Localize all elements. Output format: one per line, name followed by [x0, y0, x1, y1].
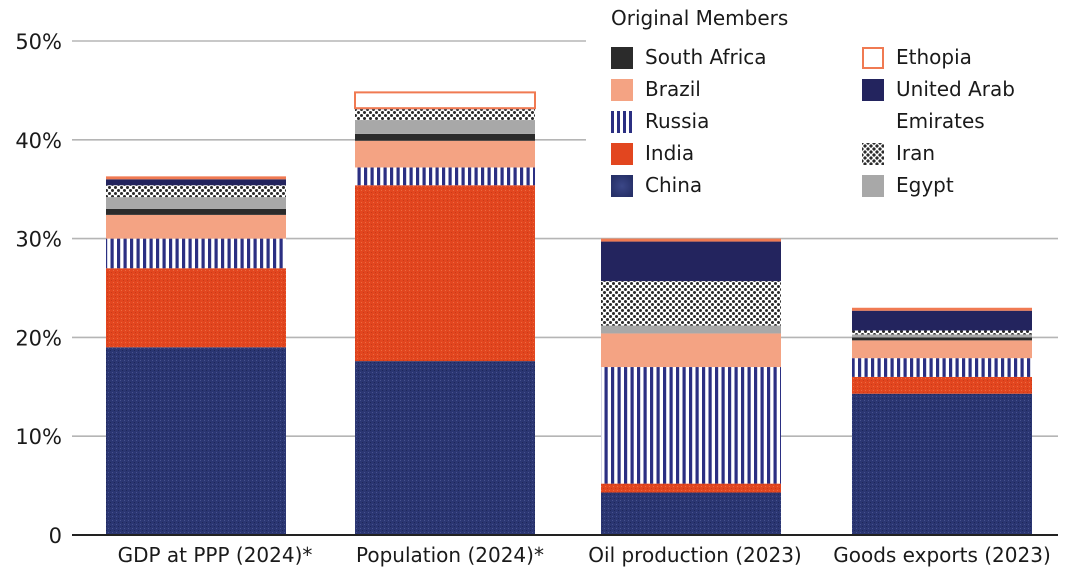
bar-segment-brazil [355, 140, 535, 168]
bar-segment-brazil [106, 214, 286, 239]
bar-segment-china [355, 361, 535, 535]
bar-segment-iran [852, 330, 1032, 335]
legend-label: Brazil [645, 77, 701, 101]
legend-label: Russia [645, 109, 710, 133]
legend-item-uae: United Arab [862, 77, 1062, 103]
bar-segment-india [106, 268, 286, 348]
x-category-label: Population (2024)* [356, 543, 544, 567]
legend-label: United Arab [896, 77, 1015, 101]
bar-segment-iran [355, 109, 535, 121]
x-category-label: Goods exports (2023) [833, 543, 1051, 567]
legend-swatch-egypt [862, 175, 884, 197]
legend-swatch-china [611, 175, 633, 197]
bar-segment-ethiopia [354, 91, 536, 110]
legend-item-safrica: South Africa [611, 45, 811, 71]
bar-segment-brazil [852, 340, 1032, 359]
bar-segment-india [852, 376, 1032, 394]
bar-segment-brazil [601, 333, 781, 368]
bar-segment-ethiopia [601, 238, 781, 242]
x-category-label: Oil production (2023) [588, 543, 801, 567]
bar-segment-iran [106, 185, 286, 198]
y-tick-label: 0 [49, 524, 62, 548]
y-tick-label: 50% [15, 30, 62, 54]
legend-swatch-brazil [611, 79, 633, 101]
bar-segment-china [106, 347, 286, 535]
y-tick-label: 10% [15, 425, 62, 449]
bar-segment-safrica [852, 337, 1032, 341]
bar-segment-russia [601, 367, 781, 484]
bar-segment-uae [106, 179, 286, 186]
legend-label: China [645, 173, 703, 197]
bars [106, 91, 1032, 535]
legend-title: Original Members [611, 6, 789, 30]
legend-label: India [645, 141, 695, 165]
bar-segment-russia [852, 358, 1032, 377]
bar-segment-india [355, 185, 535, 362]
legend-item-china: China [611, 173, 811, 199]
bar-segment-egypt [106, 197, 286, 209]
y-tick-label: 20% [15, 326, 62, 350]
bar-segment-russia [106, 238, 286, 269]
legend-item-russia: Russia [611, 109, 811, 135]
bar-segment-ethiopia [106, 176, 286, 180]
legend-label: Iran [896, 141, 936, 165]
legend-swatch-ethiopia [862, 47, 884, 69]
bar-segment-safrica [106, 208, 286, 215]
bar-segment-ethiopia [852, 307, 1032, 311]
y-tick-label: 30% [15, 228, 62, 252]
legend-label: Egypt [896, 173, 954, 197]
legend-label: Ethopia [896, 45, 972, 69]
legend-swatch-safrica [611, 47, 633, 69]
bar-segment-china [601, 492, 781, 535]
legend-swatch-india [611, 143, 633, 165]
bar-segment-safrica [355, 133, 535, 141]
bar-segment-egypt [601, 325, 781, 334]
bar-segment-egypt [355, 120, 535, 134]
bar-segment-russia [355, 167, 535, 186]
legend-item-india: India [611, 141, 811, 167]
legend-swatch-uae [862, 79, 884, 101]
bar-segment-egypt [852, 334, 1032, 338]
bar-segment-uae [601, 241, 781, 282]
legend-item-egypt: Egypt [862, 173, 1062, 199]
legend-item-ethiopia: Ethopia [862, 45, 1062, 71]
legend-swatch-russia [611, 111, 633, 133]
axes: 0 10% 20% 30% 40% 50% GDP at PPP (2024)* Popula… [15, 30, 1058, 567]
bar-segment-china [852, 393, 1032, 535]
bar-segment-uae [852, 310, 1032, 331]
legend-item-brazil: Brazil [611, 77, 811, 103]
bar-segment-india [601, 483, 781, 493]
legend-label: Emirates [896, 109, 985, 133]
bar-segment-iran [601, 281, 781, 326]
legend-label: South Africa [645, 45, 767, 69]
legend-item-iran: Iran [862, 141, 1062, 167]
y-tick-label: 40% [15, 129, 62, 153]
x-category-label: GDP at PPP (2024)* [118, 543, 313, 567]
legend-swatch-iran [862, 143, 884, 165]
legend-item-uae-cont: Emirates [862, 109, 1062, 135]
